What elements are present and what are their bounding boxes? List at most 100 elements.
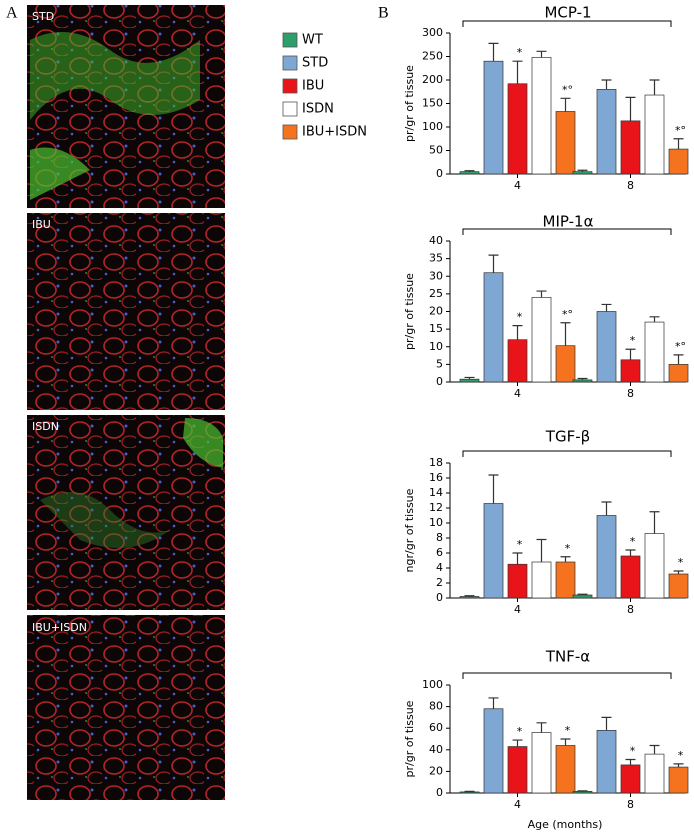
y-tick-label: 16: [429, 471, 443, 484]
bar: [572, 171, 593, 175]
significance-mark: *: [565, 724, 571, 737]
bar: [459, 791, 480, 794]
bar: [459, 171, 480, 175]
error-bar: [625, 96, 636, 121]
bar: [531, 561, 552, 599]
significance-mark: *°: [675, 340, 686, 353]
legend-text: STD: [302, 56, 328, 71]
x-tick-label: 4: [514, 798, 521, 811]
error-bar: [560, 556, 571, 562]
significance-mark: *°: [562, 308, 573, 321]
significance-mark: *: [678, 556, 684, 569]
error-bar: [577, 593, 588, 595]
chart-title: TNF-α: [545, 648, 590, 666]
bar: [668, 364, 689, 383]
chart-title: MCP-1: [544, 4, 591, 22]
error-bar: [625, 549, 636, 556]
bracket: [462, 672, 672, 679]
image-label: ISDN: [32, 420, 59, 433]
y-tick-label: 0: [436, 375, 443, 388]
significance-mark: *: [517, 311, 523, 324]
error-bar: [512, 552, 523, 565]
legend-swatch: [282, 124, 298, 140]
image-label: IBU: [32, 218, 51, 231]
error-bar: [625, 348, 636, 360]
bar: [483, 60, 504, 175]
bar: [555, 561, 576, 599]
error-bar: [512, 739, 523, 747]
x-tick-label: 8: [627, 603, 634, 616]
error-bar: [673, 570, 684, 574]
y-tick-label: 15: [429, 322, 443, 335]
error-bar: [560, 738, 571, 746]
bar: [555, 745, 576, 794]
error-bar: [649, 511, 660, 534]
error-bar: [577, 169, 588, 172]
bar: [555, 111, 576, 175]
legend-text: WT: [302, 33, 323, 48]
bar: [644, 533, 665, 599]
y-tick-label: 0: [436, 786, 443, 799]
bar: [644, 321, 665, 383]
y-tick-label: 6: [436, 546, 443, 559]
y-tick-label: 2: [436, 576, 443, 589]
error-bar: [536, 50, 547, 58]
y-tick-label: 60: [429, 721, 443, 734]
error-bar: [649, 316, 660, 323]
error-bar: [464, 790, 475, 792]
y-tick-label: 150: [422, 97, 443, 110]
error-bar: [488, 697, 499, 709]
significance-mark: *: [630, 745, 636, 758]
error-bar: [536, 290, 547, 298]
error-bar: [601, 303, 612, 312]
error-bar: [601, 501, 612, 516]
bar: [459, 378, 480, 383]
significance-mark: *: [630, 535, 636, 548]
y-axis-label: pr/gr of tissue: [403, 273, 416, 350]
y-tick-label: 40: [429, 743, 443, 756]
image-label: STD: [32, 10, 54, 23]
error-bar: [464, 376, 475, 380]
legend-text: ISDN: [302, 102, 334, 117]
bar: [596, 515, 617, 599]
x-tick-label: 8: [627, 179, 634, 192]
significance-mark: *: [517, 725, 523, 738]
x-axis-label: Age (months): [528, 818, 603, 831]
bar: [531, 57, 552, 175]
bar: [620, 764, 641, 794]
bar: [483, 503, 504, 599]
legend-text: IBU+ISDN: [302, 125, 367, 140]
bar: [531, 732, 552, 794]
x-tick-label: 4: [514, 603, 521, 616]
error-bar: [560, 97, 571, 112]
x-tick-label: 8: [627, 387, 634, 400]
bracket: [462, 450, 672, 457]
y-tick-label: 50: [429, 144, 443, 157]
bar: [644, 753, 665, 794]
bar: [668, 148, 689, 175]
error-bar: [577, 790, 588, 792]
significance-mark: *: [678, 749, 684, 762]
legend-swatch: [282, 32, 298, 48]
image-label: IBU+ISDN: [32, 621, 87, 634]
chart-title: MIP-1α: [543, 213, 594, 231]
error-bar: [673, 354, 684, 365]
significance-mark: *°: [562, 83, 573, 96]
error-bar: [464, 595, 475, 597]
y-tick-label: 5: [436, 357, 443, 370]
error-bar: [625, 758, 636, 765]
error-bar: [601, 79, 612, 90]
y-tick-label: 250: [422, 50, 443, 63]
significance-mark: *: [517, 538, 523, 551]
y-axis-label: pr/gr of tissue: [403, 700, 416, 777]
bar: [507, 563, 528, 599]
x-tick-label: 8: [627, 798, 634, 811]
bar: [531, 297, 552, 383]
y-tick-label: 40: [429, 234, 443, 247]
error-bar: [649, 744, 660, 755]
micrograph: IBU: [27, 213, 225, 410]
y-tick-label: 300: [422, 26, 443, 39]
x-tick-label: 4: [514, 179, 521, 192]
chart-title: TGF-β: [545, 428, 590, 446]
